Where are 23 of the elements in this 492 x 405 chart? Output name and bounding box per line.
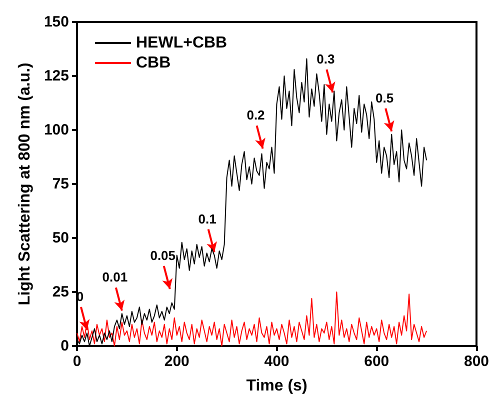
y-tick-label: 75 xyxy=(52,176,69,192)
y-tick-label: 25 xyxy=(52,284,69,300)
y-tick-label: 100 xyxy=(44,122,69,138)
annotation: 0.05 xyxy=(150,248,176,264)
annotation: 0.3 xyxy=(316,52,335,67)
annotation: 0.5 xyxy=(376,90,394,106)
annotation: 0.2 xyxy=(246,108,265,123)
y-tick-label: 50 xyxy=(52,230,69,246)
x-tick-label: 600 xyxy=(364,353,390,370)
x-tick-label: 0 xyxy=(72,353,82,370)
x-tick-label: 800 xyxy=(464,353,489,370)
line-series xyxy=(76,292,428,346)
annotation: 0.1 xyxy=(198,211,216,226)
x-tick-label: 200 xyxy=(164,353,190,370)
y-tick-label: 125 xyxy=(44,68,69,84)
annotation: 0.01 xyxy=(102,270,128,285)
y-tick-label: 0 xyxy=(60,338,69,354)
legend-label: CBB xyxy=(136,54,171,72)
y-axis-title: Light Scattering at 800 nm (a.u.) xyxy=(16,62,34,306)
x-tick-label: 400 xyxy=(264,353,290,370)
y-tick-label: 150 xyxy=(44,14,69,30)
x-axis-title: Time (s) xyxy=(246,378,308,394)
legend-label: HEWL+CBB xyxy=(136,34,228,52)
